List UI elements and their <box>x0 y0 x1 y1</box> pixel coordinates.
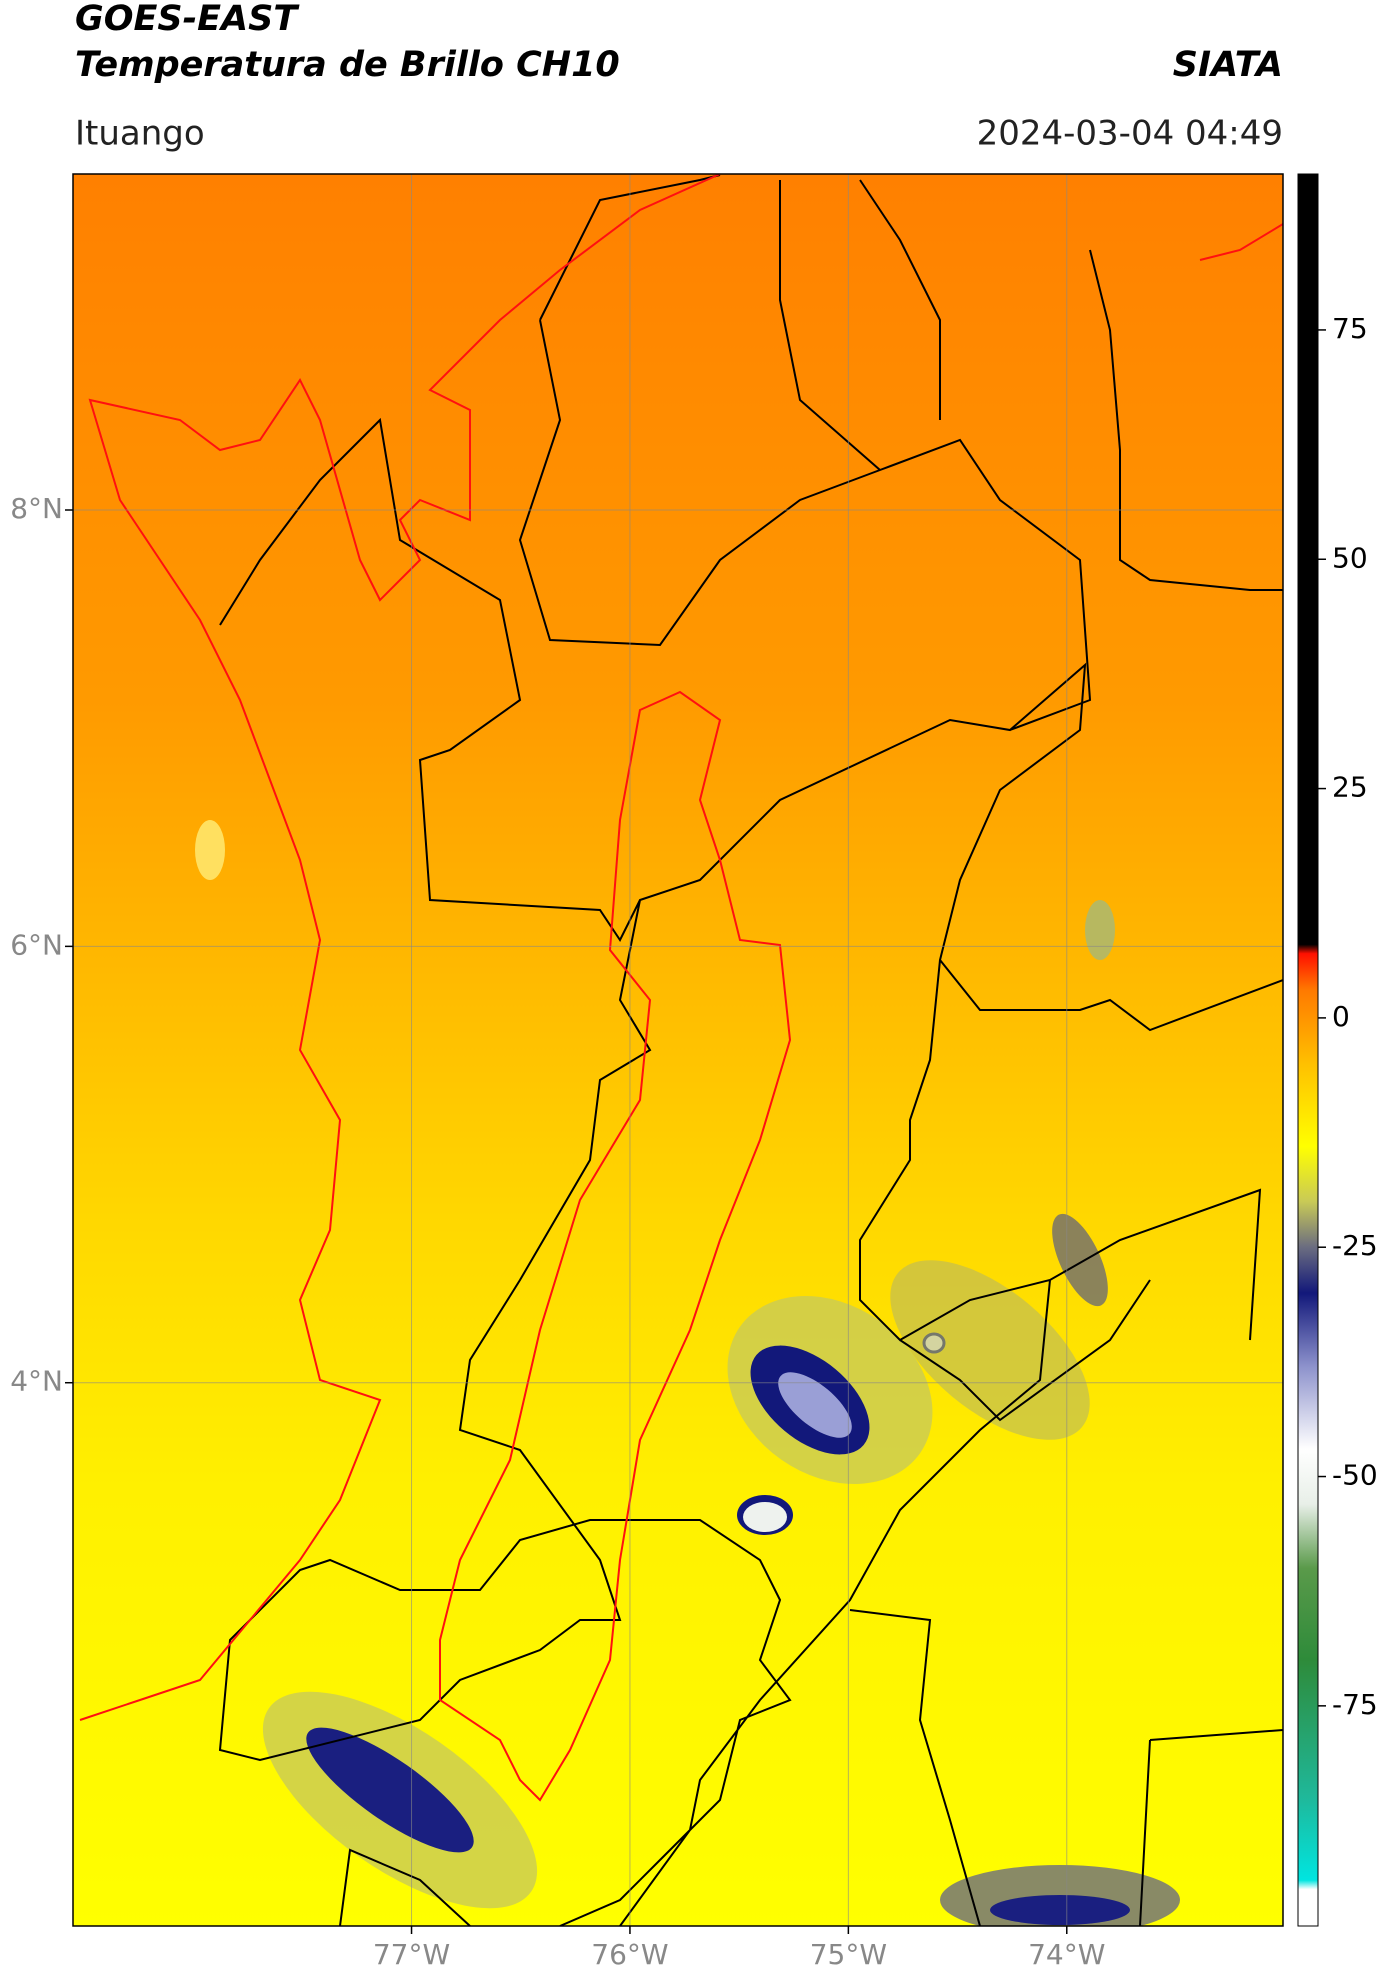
lat-tick-label: 6°N <box>10 928 63 961</box>
colorbar <box>1297 173 1319 1927</box>
lat-tick-label: 4°N <box>10 1365 63 1398</box>
colorbar-tick-label: 0 <box>1332 1000 1350 1033</box>
lon-tick-label: 74°W <box>1028 1938 1105 1971</box>
subtitle: Temperatura de Brillo CH10 <box>75 45 620 85</box>
colorbar-tick-label: -50 <box>1332 1459 1378 1492</box>
datetime: 2024-03-04 04:49 <box>977 114 1283 154</box>
map-image <box>73 174 1283 1926</box>
lat-tick-label: 8°N <box>10 492 63 525</box>
lon-tick-label: 76°W <box>591 1938 668 1971</box>
cloud-tops <box>195 820 1180 1926</box>
region: Ituango <box>75 114 205 154</box>
colorbar-tick-label: -75 <box>1332 1688 1378 1721</box>
admin-borders <box>218 174 1283 1926</box>
colorbar-tick-label: 25 <box>1332 771 1368 804</box>
title: GOES-EAST <box>75 0 300 39</box>
basin-and-coast <box>79 174 1283 1802</box>
lon-tick-label: 77°W <box>373 1938 450 1971</box>
colorbar-tick-label: -25 <box>1332 1229 1378 1262</box>
map-frame <box>72 173 1284 1927</box>
lon-tick-label: 75°W <box>810 1938 887 1971</box>
grid <box>73 174 1283 1926</box>
colorbar-tick-label: 75 <box>1332 312 1368 345</box>
map-background <box>73 174 1283 1926</box>
source: SIATA <box>1173 45 1283 85</box>
colorbar-tick-label: 50 <box>1332 541 1368 574</box>
